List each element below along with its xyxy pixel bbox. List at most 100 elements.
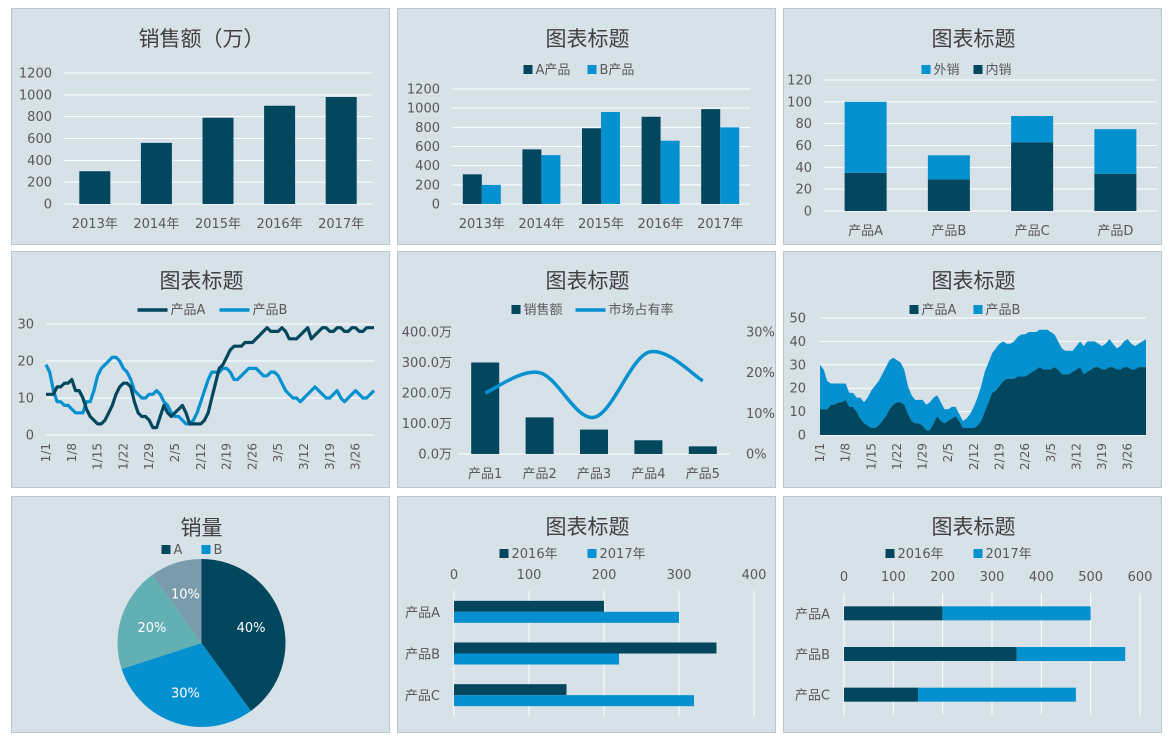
- x-tick-label: 600: [1128, 570, 1153, 585]
- bar-inner: [1011, 142, 1054, 211]
- legend-label: A产品: [536, 63, 571, 78]
- y-tick-label: 200: [27, 176, 52, 191]
- y-tick-label: 120: [787, 74, 812, 89]
- x-tick-label: 产品D: [1097, 224, 1133, 239]
- y-tick-label: 0: [798, 429, 806, 444]
- y-tick-label: 100: [787, 95, 812, 110]
- y-tick-label: 0: [26, 429, 34, 444]
- legend-swatch: [161, 545, 171, 554]
- y-tick-label: 40: [789, 335, 806, 350]
- bar: [79, 171, 111, 204]
- y-tick-label: 产品A: [795, 607, 830, 622]
- bar: [541, 155, 561, 204]
- pie-slice: [117, 575, 202, 669]
- x-tick-label: 3/19: [1095, 443, 1109, 470]
- legend-label: 产品A: [922, 303, 957, 318]
- x-tick-label: 2/19: [992, 443, 1006, 470]
- y-tick-label: 800: [415, 121, 440, 136]
- x-tick-label: 1/15: [91, 443, 105, 470]
- y-tick-label: 1000: [19, 88, 52, 103]
- chart-panel-sales: 销售额（万） 0 200 400 600 800 1000 1200 2013年 2014年 201…: [11, 8, 390, 245]
- x-tick-label: 3/26: [1121, 443, 1135, 470]
- y2-tick-label: 20%: [746, 366, 775, 381]
- x-tick-label: 2/26: [1018, 443, 1032, 470]
- y-tick-label: 0: [804, 205, 812, 220]
- series-line: [44, 355, 376, 426]
- legend-swatch: [499, 549, 509, 558]
- x-tick-label: 3/5: [271, 443, 285, 462]
- bar-inner: [927, 179, 970, 211]
- bar: [942, 606, 1091, 621]
- y-tick-label: 20: [789, 382, 806, 397]
- bar: [580, 429, 608, 454]
- legend-label: 市场占有率: [609, 302, 674, 318]
- x-tick-label: 1/1: [813, 443, 827, 462]
- chart-panel-pie: 销量 A B 40% 30% 20% 10%: [11, 496, 390, 733]
- x-tick-label: 100: [517, 568, 542, 583]
- bar: [525, 417, 554, 454]
- y-tick-label: 30: [17, 318, 34, 333]
- series-line-share: [484, 349, 704, 420]
- bar: [1016, 647, 1126, 661]
- x-tick-label: 产品4: [631, 467, 665, 482]
- x-tick-label: 2014年: [518, 217, 564, 232]
- series-line: [46, 326, 374, 430]
- x-tick-label: 200: [592, 568, 617, 583]
- x-tick-label: 2/5: [941, 443, 955, 462]
- legend-swatch: [973, 305, 983, 314]
- x-tick-label: 2015年: [578, 217, 624, 232]
- y-tick-label: 1200: [407, 83, 440, 98]
- legend-label: 2017年: [600, 547, 646, 562]
- bar: [454, 642, 717, 654]
- y-tick-label: 600: [27, 132, 52, 147]
- x-tick-label: 300: [667, 568, 692, 583]
- y-tick-label: 800: [27, 110, 52, 125]
- x-tick-label: 3/5: [1044, 443, 1058, 462]
- y-tick-label: 产品C: [405, 689, 440, 704]
- y-tick-label: 60: [795, 139, 812, 154]
- legend-label: 产品B: [253, 303, 288, 318]
- x-tick-label: 3/19: [323, 443, 337, 470]
- bar: [454, 653, 619, 665]
- y-tick-label: 50: [789, 312, 806, 327]
- x-tick-label: 2/26: [245, 443, 259, 470]
- x-tick-label: 产品B: [931, 224, 966, 239]
- bar: [140, 142, 172, 204]
- pie-label: 30%: [171, 687, 200, 702]
- chart-title: 图表标题: [932, 515, 1016, 539]
- chart-c2: 图表标题 A产品 B产品 0 200 400 600 800 1000 1200 2013年 2014…: [407, 27, 750, 232]
- y-tick-label: 10: [789, 405, 806, 420]
- y-tick-label: 30: [789, 358, 806, 373]
- y-tick-label: 10: [17, 392, 34, 407]
- x-tick-label: 产品A: [848, 224, 883, 239]
- x-tick-label: 2015年: [195, 217, 241, 232]
- x-tick-label: 2/12: [967, 443, 981, 470]
- y-tick-label: 产品C: [795, 689, 830, 704]
- x-tick-label: 1/15: [864, 443, 878, 470]
- x-tick-label: 400: [1029, 570, 1054, 585]
- y-tick-label: 80: [795, 117, 812, 132]
- legend-label: 外销: [934, 63, 960, 78]
- x-tick-label: 2/5: [168, 443, 182, 462]
- y-tick-label: 20: [795, 183, 812, 198]
- bar-inner: [844, 172, 887, 211]
- legend-label: A: [174, 543, 183, 558]
- legend-label: 产品A: [171, 303, 206, 318]
- x-tick-label: 2/19: [220, 443, 234, 470]
- chart-panel-area: 图表标题 产品A 产品B 0 10 20 30 40 50 1/1 1/8 1/15 1/22 1/29 2…: [783, 251, 1162, 488]
- y2-tick-label: 0%: [746, 448, 767, 463]
- y-tick-label: 100.0万: [402, 417, 452, 432]
- chart-title: 图表标题: [932, 269, 1016, 293]
- y-tick-label: 产品B: [405, 648, 440, 663]
- chart-title: 图表标题: [546, 27, 630, 51]
- bar-inner: [1094, 173, 1137, 211]
- legend-swatch: [885, 549, 895, 558]
- x-tick-label: 500: [1078, 570, 1103, 585]
- chart-panel-combo: 图表标题 销售额 市场占有率 0.0万 100.0万 200.0万 300.0万 400.0万…: [397, 251, 776, 488]
- legend-label: 内销: [986, 62, 1012, 78]
- y-tick-label: 产品A: [405, 606, 440, 621]
- chart-title: 图表标题: [932, 27, 1016, 51]
- legend-label: B: [214, 543, 223, 558]
- x-tick-label: 200: [930, 570, 955, 585]
